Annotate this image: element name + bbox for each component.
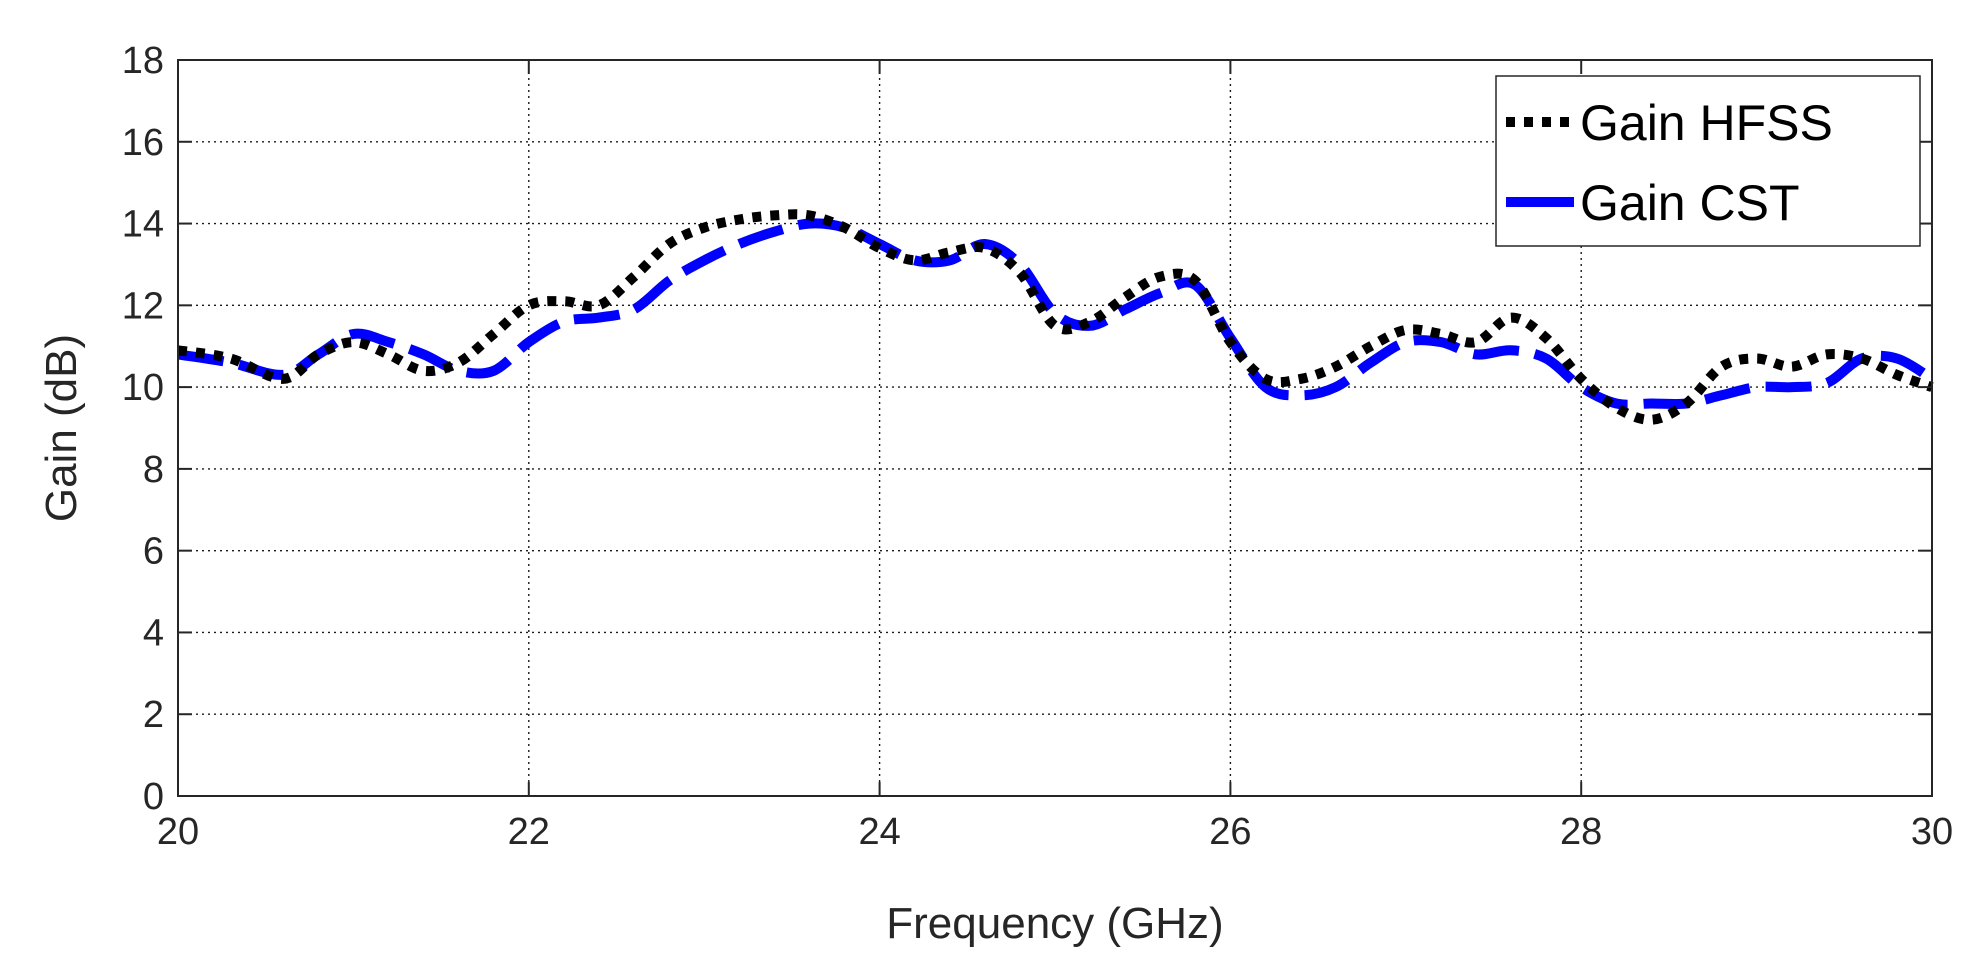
y-tick-label: 10: [122, 367, 164, 409]
series-layer: [177, 209, 1935, 425]
x-tick-label: 22: [508, 811, 550, 853]
y-ticks: 0 2 4 6 8 10 12 14 16 18: [122, 40, 1932, 818]
y-tick-label: 18: [122, 40, 164, 82]
x-tick-label: 24: [858, 811, 900, 853]
y-tick-label: 2: [143, 694, 164, 736]
y-tick-label: 14: [122, 204, 164, 246]
grid: [178, 60, 1932, 796]
y-tick-label: 12: [122, 285, 164, 327]
series-line-gain-cst: [177, 218, 1935, 410]
x-ticks: 20 22 24 26 28 30: [157, 60, 1953, 853]
legend: Gain HFSS Gain CST: [1495, 75, 1921, 247]
y-tick-label: 0: [143, 776, 164, 818]
y-tick-label: 4: [143, 612, 164, 654]
legend-label: Gain HFSS: [1580, 95, 1833, 151]
x-tick-label: 26: [1209, 811, 1251, 853]
y-tick-label: 6: [143, 531, 164, 573]
legend-label: Gain CST: [1580, 175, 1800, 231]
x-tick-label: 28: [1560, 811, 1602, 853]
axes-box: [177, 59, 1933, 797]
y-tick-label: 16: [122, 122, 164, 164]
legend-box: [1495, 75, 1921, 247]
y-tick-label: 8: [143, 449, 164, 491]
x-axis-title: Frequency (GHz): [886, 899, 1223, 948]
x-tick-label: 20: [157, 811, 199, 853]
y-axis-title: Gain (dB): [37, 334, 86, 522]
x-tick-label: 30: [1911, 811, 1953, 853]
